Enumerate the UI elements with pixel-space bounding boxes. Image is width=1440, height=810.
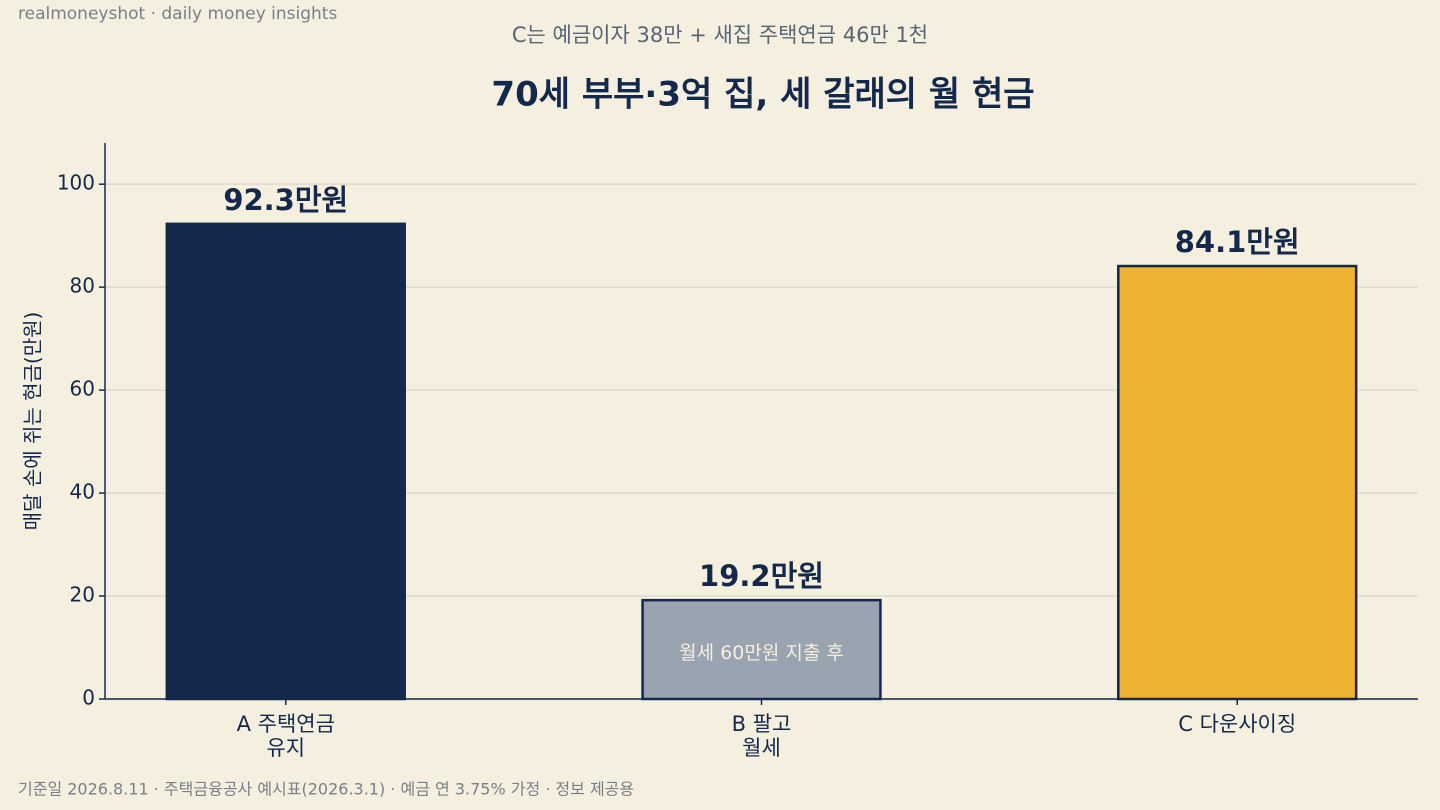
- x-tick-label: B 팔고 월세: [732, 712, 792, 760]
- y-tick-label: 40: [70, 480, 95, 504]
- value-label: 92.3만원: [223, 183, 348, 217]
- y-tick-label: 60: [70, 377, 95, 401]
- y-tick-label: 80: [70, 274, 95, 298]
- y-tick-label: 0: [82, 686, 95, 710]
- x-tick-label: C 다운사이징: [1178, 712, 1296, 736]
- y-tick-label: 100: [57, 171, 95, 195]
- footer: 기준일 2026.8.11 · 주택금융공사 예시표(2026.3.1) · 예…: [18, 780, 634, 799]
- annotation: 월세 60만원 지출 후: [679, 642, 844, 664]
- bar: [165, 222, 406, 701]
- bar: [1117, 264, 1358, 701]
- value-label: 19.2만원: [699, 559, 824, 593]
- x-tick-label: A 주택연금 유지: [237, 712, 335, 760]
- y-axis-label: 매달 손에 쥐는 현금(만원): [21, 312, 45, 531]
- chart-title: 70세 부부·3억 집, 세 갈래의 월 현금: [491, 75, 1034, 115]
- bar: [641, 598, 882, 701]
- chart-subtitle: C는 예금이자 38만 + 새집 주택연금 46만 1천: [512, 23, 928, 47]
- brand: realmoneyshot · daily money insights: [18, 4, 337, 24]
- y-tick-label: 20: [70, 583, 95, 607]
- value-label: 84.1만원: [1175, 225, 1300, 259]
